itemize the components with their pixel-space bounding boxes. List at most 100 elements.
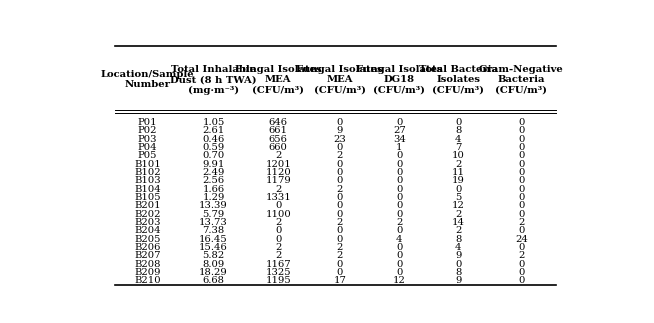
- Text: 0: 0: [455, 185, 461, 194]
- Text: 1195: 1195: [266, 276, 291, 285]
- Text: 2: 2: [337, 185, 343, 194]
- Text: B102: B102: [134, 168, 161, 177]
- Text: 9: 9: [337, 126, 343, 135]
- Text: 10: 10: [452, 151, 464, 160]
- Text: 0: 0: [337, 226, 343, 235]
- Text: 27: 27: [393, 126, 405, 135]
- Text: 660: 660: [269, 143, 288, 152]
- Text: 0: 0: [518, 210, 525, 219]
- Text: 0.70: 0.70: [202, 151, 225, 160]
- Text: 0: 0: [518, 201, 525, 210]
- Text: 1.05: 1.05: [202, 118, 225, 127]
- Text: 14: 14: [451, 218, 464, 227]
- Text: 2: 2: [275, 243, 281, 252]
- Text: 5: 5: [455, 193, 461, 202]
- Text: 0: 0: [396, 160, 402, 169]
- Text: 1179: 1179: [266, 176, 291, 185]
- Text: 13.39: 13.39: [199, 201, 228, 210]
- Text: 0: 0: [455, 260, 461, 269]
- Text: 0: 0: [275, 234, 281, 244]
- Text: 0: 0: [518, 160, 525, 169]
- Text: 0: 0: [396, 168, 402, 177]
- Text: Location/Sample
Number: Location/Sample Number: [101, 70, 194, 89]
- Text: 0: 0: [518, 151, 525, 160]
- Text: 19: 19: [452, 176, 464, 185]
- Text: B204: B204: [134, 226, 161, 235]
- Text: 0: 0: [396, 201, 402, 210]
- Text: 0: 0: [396, 210, 402, 219]
- Text: 656: 656: [269, 135, 288, 144]
- Text: 0: 0: [337, 160, 343, 169]
- Text: 34: 34: [393, 135, 405, 144]
- Text: 2: 2: [518, 218, 525, 227]
- Text: 0: 0: [337, 193, 343, 202]
- Text: 2: 2: [337, 251, 343, 260]
- Text: 1167: 1167: [266, 260, 291, 269]
- Text: 8: 8: [455, 234, 461, 244]
- Text: 9.91: 9.91: [202, 160, 225, 169]
- Text: 17: 17: [334, 276, 346, 285]
- Text: 0: 0: [337, 118, 343, 127]
- Text: 1325: 1325: [266, 268, 291, 277]
- Text: 0: 0: [396, 185, 402, 194]
- Text: B207: B207: [134, 251, 161, 260]
- Text: 0: 0: [396, 268, 402, 277]
- Text: 0: 0: [518, 193, 525, 202]
- Text: B208: B208: [134, 260, 161, 269]
- Text: 23: 23: [334, 135, 346, 144]
- Text: B105: B105: [134, 193, 161, 202]
- Text: 0: 0: [518, 260, 525, 269]
- Text: 1120: 1120: [266, 168, 291, 177]
- Text: P04: P04: [138, 143, 158, 152]
- Text: 0: 0: [396, 251, 402, 260]
- Text: 2: 2: [518, 251, 525, 260]
- Text: 2: 2: [396, 218, 402, 227]
- Text: 0: 0: [337, 143, 343, 152]
- Text: 0: 0: [518, 276, 525, 285]
- Text: Fungal Isolates
MEA
(CFU/m³): Fungal Isolates MEA (CFU/m³): [296, 65, 383, 95]
- Text: Fungal Isolates
DG18
(CFU/m³): Fungal Isolates DG18 (CFU/m³): [356, 65, 443, 95]
- Text: P05: P05: [138, 151, 158, 160]
- Text: 0: 0: [518, 126, 525, 135]
- Text: 0.59: 0.59: [202, 143, 225, 152]
- Text: 0: 0: [396, 118, 402, 127]
- Text: 2.56: 2.56: [203, 176, 224, 185]
- Text: Gram-Negative
Bacteria
(CFU/m³): Gram-Negative Bacteria (CFU/m³): [479, 65, 564, 95]
- Text: 0: 0: [518, 226, 525, 235]
- Text: 2: 2: [275, 218, 281, 227]
- Text: 0: 0: [396, 193, 402, 202]
- Text: 0: 0: [275, 201, 281, 210]
- Text: B201: B201: [134, 201, 161, 210]
- Text: Fungal Isolates
MEA
(CFU/m³): Fungal Isolates MEA (CFU/m³): [235, 65, 322, 95]
- Text: 1: 1: [396, 143, 403, 152]
- Text: 0: 0: [275, 226, 281, 235]
- Text: P03: P03: [138, 135, 158, 144]
- Text: 2: 2: [275, 251, 281, 260]
- Text: 7: 7: [455, 143, 461, 152]
- Text: 5.82: 5.82: [202, 251, 225, 260]
- Text: 2.49: 2.49: [202, 168, 225, 177]
- Text: 0: 0: [337, 234, 343, 244]
- Text: Total Inhalable
Dust (8 h TWA)
(mg·m⁻³): Total Inhalable Dust (8 h TWA) (mg·m⁻³): [170, 65, 257, 95]
- Text: 18.29: 18.29: [199, 268, 228, 277]
- Text: 12: 12: [452, 201, 464, 210]
- Text: 2: 2: [455, 210, 461, 219]
- Text: 8: 8: [455, 268, 461, 277]
- Text: B206: B206: [135, 243, 161, 252]
- Text: 1331: 1331: [266, 193, 291, 202]
- Text: 7.38: 7.38: [202, 226, 225, 235]
- Text: B202: B202: [134, 210, 161, 219]
- Text: 1201: 1201: [266, 160, 291, 169]
- Text: 24: 24: [515, 234, 528, 244]
- Text: 8.09: 8.09: [202, 260, 225, 269]
- Text: Total Bacteria
Isolates
(CFU/m³): Total Bacteria Isolates (CFU/m³): [419, 65, 498, 95]
- Text: 0: 0: [518, 168, 525, 177]
- Text: 2: 2: [337, 243, 343, 252]
- Text: 5.79: 5.79: [202, 210, 225, 219]
- Text: 4: 4: [396, 234, 403, 244]
- Text: 0: 0: [337, 176, 343, 185]
- Text: 16.45: 16.45: [199, 234, 228, 244]
- Text: 1100: 1100: [266, 210, 291, 219]
- Text: 0: 0: [518, 268, 525, 277]
- Text: 2: 2: [337, 151, 343, 160]
